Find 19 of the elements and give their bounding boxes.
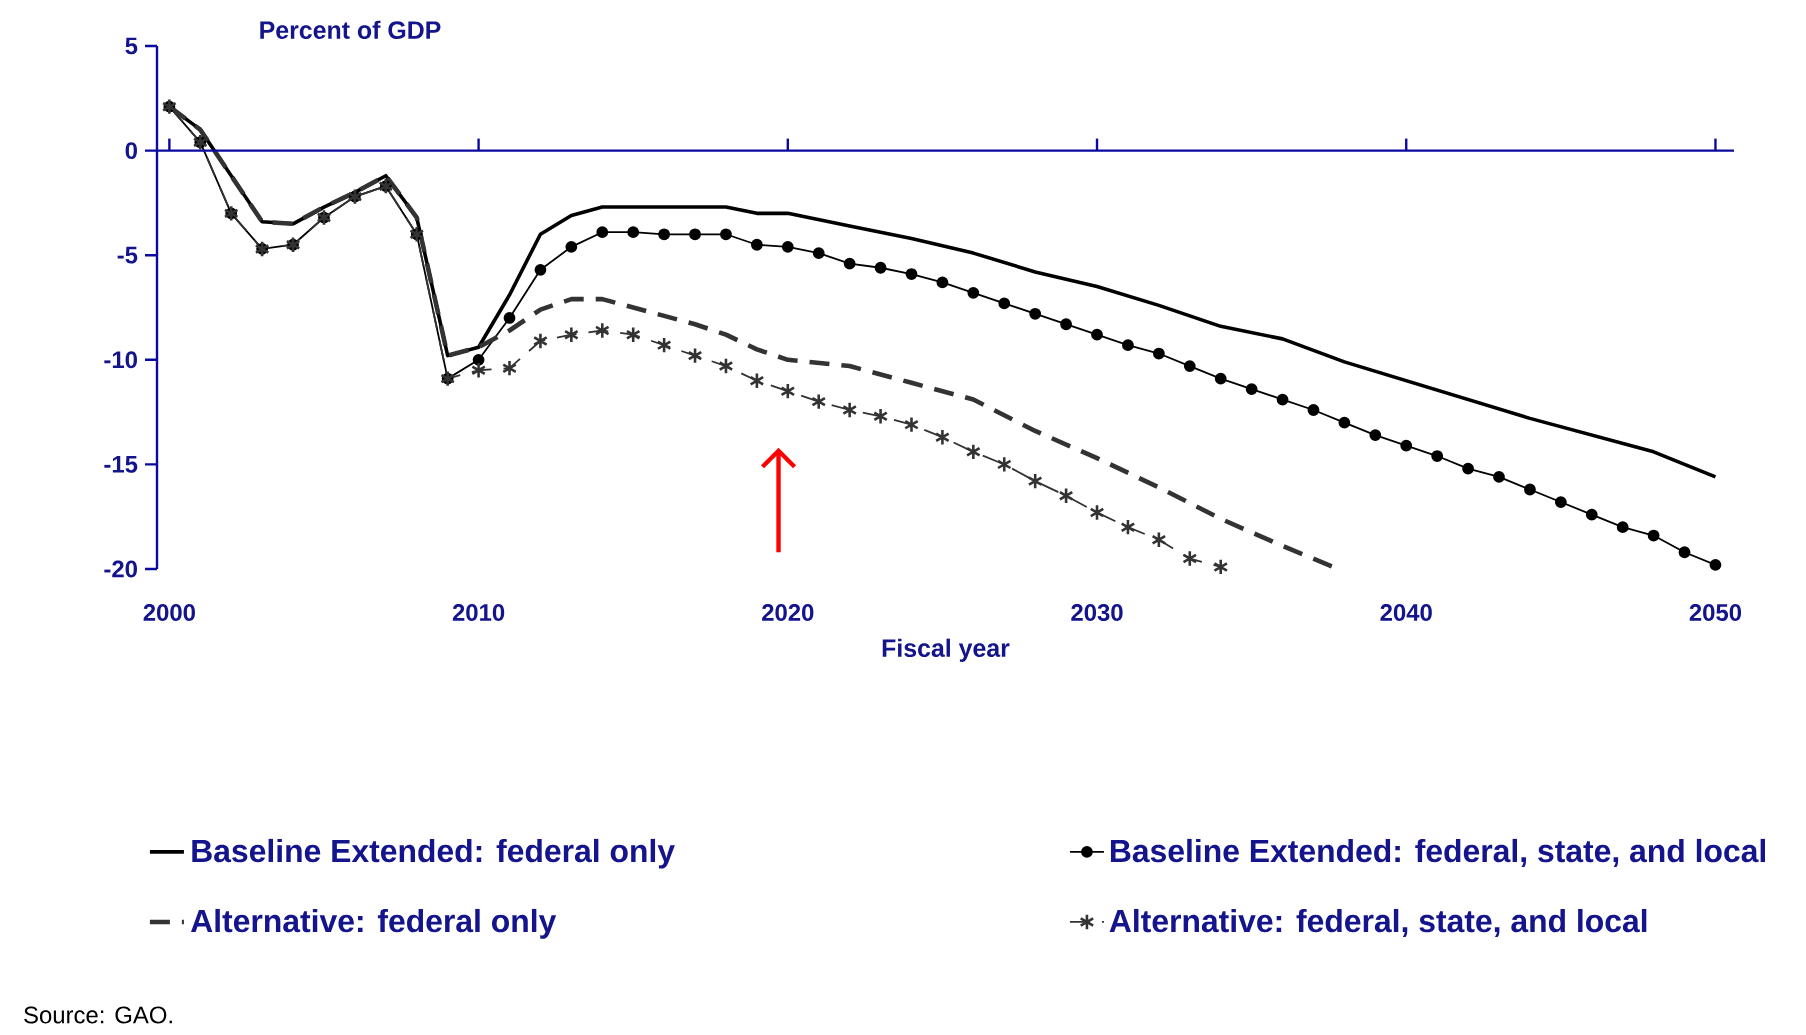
y-tick-label: -10 <box>104 351 137 369</box>
legend-label: Baseline Extended: federal only <box>192 838 675 869</box>
x-tick-label: 2010 <box>452 604 505 621</box>
legend-label: Baseline Extended: federal, state, and local <box>1110 838 1766 867</box>
x-tick-label: 2000 <box>143 604 195 621</box>
legend-label: Alternative: federal, state, and local <box>1109 908 1647 937</box>
x-tick-label: 2050 <box>1689 604 1742 621</box>
y-tick-label: 0 <box>125 142 137 160</box>
y-tick-label: -20 <box>104 560 137 578</box>
y-tick-label: 5 <box>125 37 138 55</box>
x-tick-label: 2020 <box>762 604 814 621</box>
x-tick-label: 2030 <box>1071 604 1123 622</box>
x-axis-title: Fiscal year <box>882 638 1010 662</box>
y-tick-label: -5 <box>117 246 138 264</box>
legend-label: Alternative: federal only <box>190 908 557 939</box>
source-note: Source: GAO. <box>24 1006 172 1024</box>
y-axis-title: Percent of GDP <box>260 20 441 39</box>
x-tick-label: 2040 <box>1380 604 1432 621</box>
y-tick-label: -15 <box>104 456 138 473</box>
